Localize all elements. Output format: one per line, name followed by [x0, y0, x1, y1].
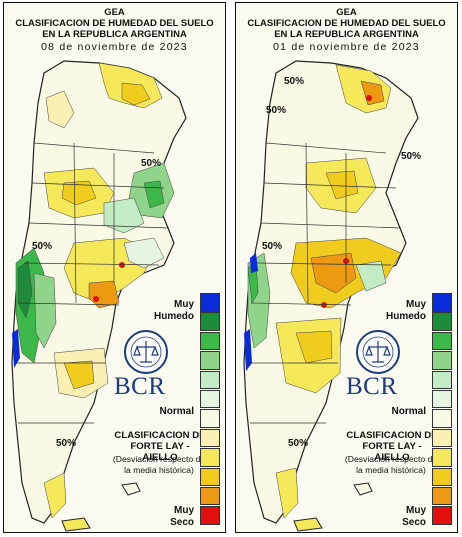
- legend-swatch: [200, 370, 220, 390]
- legend-swatch: [432, 448, 452, 467]
- very-wet-spot: [244, 329, 252, 371]
- legend-label-muy-humedo-1: Muy: [406, 299, 426, 310]
- tierra-del-fuego: [293, 517, 323, 532]
- map-date: 08 de noviembre de 2023: [41, 41, 188, 53]
- map-header-line-3: EN LA REPUBLICA ARGENTINA: [274, 29, 419, 40]
- legend-swatch: [432, 331, 452, 351]
- legend-swatch: [200, 467, 220, 487]
- legend-swatch: [200, 506, 220, 525]
- dry-zone-south: [43, 472, 67, 519]
- legend-swatch: [200, 389, 220, 409]
- legend-label-muy-seco-1: Muy: [406, 505, 426, 516]
- wet-zone-center: [355, 260, 387, 292]
- map-header-line-1: GEA: [104, 7, 125, 18]
- legend-swatch: [432, 467, 452, 487]
- legend-swatch: [432, 312, 452, 331]
- malvinas-islands: [121, 482, 141, 496]
- very-wet-spot: [12, 329, 20, 368]
- dry-zone-northwest: [45, 90, 75, 129]
- isoline-label: 50%: [401, 151, 422, 162]
- map-date: 01 de noviembre de 2023: [273, 41, 420, 53]
- isoline-label: 50%: [284, 76, 305, 87]
- legend-swatch: [432, 409, 452, 428]
- legend-swatch: [200, 293, 220, 312]
- very-dry-spot-1: [93, 296, 99, 302]
- deviation-line-1: (Desviación respecto de: [344, 454, 438, 464]
- deviation-note: (Desviación respecto de la media históri…: [107, 454, 211, 475]
- argentina-soil-moisture-map: [11, 60, 187, 532]
- legend-swatch: [432, 389, 452, 409]
- legend-swatch: [200, 331, 220, 351]
- classification-title: CLASIFICACION DE FORTE LAY - AIELLO: [112, 430, 208, 463]
- legend-label-muy-humedo-2: Humedo: [154, 311, 194, 322]
- bcr-logo-text: BCR: [346, 373, 398, 400]
- dry-zone-patagonia-core: [295, 330, 333, 364]
- dry-zone-center-core: [325, 170, 359, 200]
- dry-zone-center-core: [61, 180, 97, 206]
- isoline-label: 50%: [32, 241, 53, 252]
- wet-zone-south-center: [123, 237, 165, 269]
- tierra-del-fuego: [61, 517, 91, 532]
- legend-swatch: [200, 486, 220, 506]
- legend-swatch: [432, 293, 452, 312]
- dry-zone-north-core: [121, 82, 151, 106]
- legend-swatch: [432, 486, 452, 506]
- province-borders: [16, 142, 170, 424]
- very-wet-spot-north: [250, 253, 258, 273]
- argentina-soil-moisture-map: [243, 60, 419, 532]
- legend-label-muy-seco-2: Seco: [170, 517, 194, 528]
- map-header-line-2: CLASIFICACION DE HUMEDAD DEL SUELO: [247, 18, 446, 29]
- wet-zone-andes-light: [33, 272, 57, 349]
- classification-line-2: FORTE LAY - AIELLO: [362, 441, 422, 463]
- legend-label-muy-seco-1: Muy: [174, 505, 194, 516]
- legend-swatch: [200, 409, 220, 428]
- dry-zone-south: [275, 467, 299, 519]
- legend-label-muy-seco-2: Seco: [402, 517, 426, 528]
- legend-swatch: [200, 448, 220, 467]
- malvinas-islands: [353, 482, 373, 496]
- dry-zone-patagonia-core: [63, 360, 95, 390]
- bcr-logo-text: BCR: [114, 373, 166, 400]
- legend-swatch: [200, 428, 220, 448]
- soil-moisture-map-panel-left: GEA CLASIFICACION DE HUMEDAD DEL SUELO E…: [3, 2, 226, 533]
- bcr-seal-icon: [124, 330, 168, 374]
- classification-line-1: CLASIFICACION DE: [346, 430, 438, 441]
- map-header-line-1: GEA: [336, 7, 357, 18]
- classification-title: CLASIFICACION DE FORTE LAY - AIELLO: [344, 430, 440, 463]
- map-header-line-2: CLASIFICACION DE HUMEDAD DEL SUELO: [15, 18, 214, 29]
- isoline-label: 50%: [56, 438, 77, 449]
- soil-moisture-map-panel-right: GEA CLASIFICACION DE HUMEDAD DEL SUELO E…: [235, 2, 458, 533]
- isoline-label: 50%: [262, 241, 283, 252]
- legend-swatch: [200, 351, 220, 370]
- deviation-line-2: la media histórica): [124, 464, 194, 475]
- legend-label-normal: Normal: [159, 406, 194, 417]
- province-borders: [248, 142, 402, 424]
- bcr-seal-icon: [356, 330, 400, 374]
- classification-line-2: FORTE LAY - AIELLO: [130, 441, 190, 463]
- isoline-label: 50%: [266, 105, 287, 116]
- isoline-label: 50%: [288, 438, 309, 449]
- legend-swatch: [432, 506, 452, 525]
- legend-label-muy-humedo-2: Humedo: [386, 311, 426, 322]
- wet-zone-andes-core: [17, 260, 33, 319]
- legend-swatch: [432, 428, 452, 448]
- legend-swatch: [200, 312, 220, 331]
- legend-swatch: [432, 370, 452, 390]
- isoline-label: 50%: [141, 158, 162, 169]
- legend-swatch: [432, 351, 452, 370]
- classification-line-1: CLASIFICACION DE: [114, 430, 206, 441]
- very-dry-spot-2: [119, 262, 125, 268]
- map-header-line-3: EN LA REPUBLICA ARGENTINA: [42, 29, 187, 40]
- very-dry-spot-2: [321, 302, 327, 308]
- legend-label-muy-humedo-1: Muy: [174, 299, 194, 310]
- legend-color-scale: [200, 293, 220, 526]
- deviation-line-2: la media histórica): [356, 464, 426, 475]
- legend-color-scale: [432, 293, 452, 526]
- legend-label-normal: Normal: [391, 406, 426, 417]
- very-dry-spot-1: [366, 95, 372, 101]
- deviation-line-1: (Desviación respecto de: [112, 454, 206, 464]
- deviation-note: (Desviación respecto de la media históri…: [339, 454, 443, 475]
